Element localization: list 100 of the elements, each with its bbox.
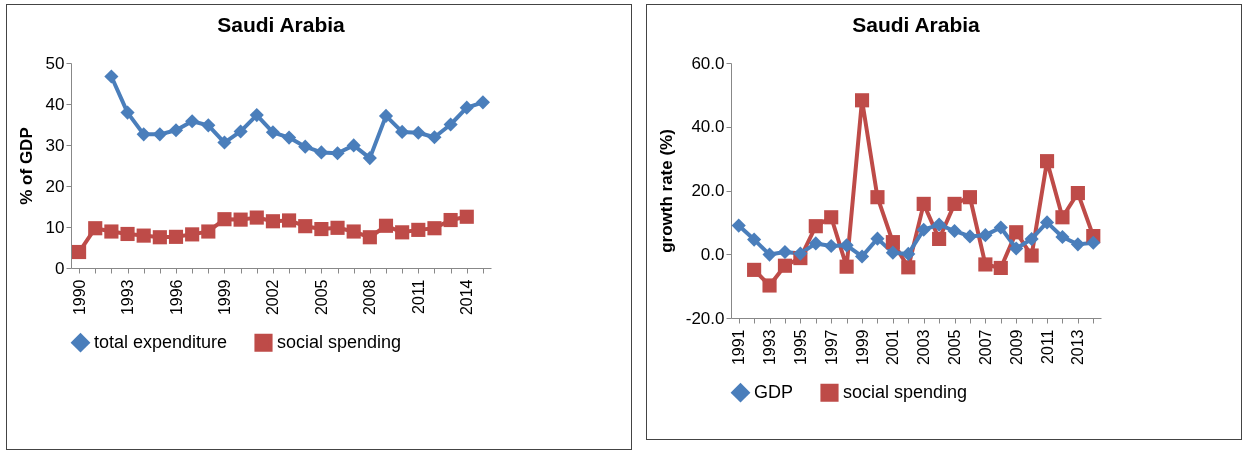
point xyxy=(793,246,808,261)
point xyxy=(201,224,216,239)
point xyxy=(932,231,947,247)
point xyxy=(978,257,993,272)
legend-label: GDP xyxy=(754,381,794,402)
x-tick-label: 1993 xyxy=(761,329,779,366)
x-tick-label: 1993 xyxy=(119,279,137,316)
point xyxy=(201,118,216,133)
point xyxy=(978,228,993,243)
point xyxy=(233,124,248,139)
point xyxy=(932,217,947,232)
point xyxy=(185,227,200,242)
point xyxy=(854,249,870,264)
y-tick-label: 0 xyxy=(55,258,65,278)
point xyxy=(72,244,87,260)
point xyxy=(168,229,184,244)
y-axis-title: growth rate (%) xyxy=(656,129,676,253)
point xyxy=(314,221,329,237)
x-tick-label: 2011 xyxy=(1038,329,1056,364)
point xyxy=(378,108,394,123)
point xyxy=(1039,215,1055,230)
y-tick-label: 40 xyxy=(45,94,65,114)
point xyxy=(136,228,151,243)
point xyxy=(346,224,361,239)
point xyxy=(395,225,410,240)
point xyxy=(1024,231,1039,247)
point xyxy=(411,222,426,237)
point xyxy=(885,245,900,260)
y-tick-label: -20.0 xyxy=(685,308,725,328)
point xyxy=(731,218,746,233)
point xyxy=(249,108,264,123)
point xyxy=(330,146,345,161)
point xyxy=(1024,248,1039,263)
point xyxy=(947,196,962,211)
point xyxy=(808,219,823,234)
y-tick-label: 20.0 xyxy=(691,181,725,200)
point xyxy=(962,229,978,244)
x-tick-label: 2013 xyxy=(1069,329,1087,366)
point xyxy=(839,238,854,253)
x-tick-label: 2005 xyxy=(946,329,964,366)
point xyxy=(120,105,135,120)
point xyxy=(762,247,777,262)
y-tick-label: 40.0 xyxy=(691,117,725,137)
point xyxy=(777,244,793,260)
point xyxy=(152,127,167,142)
y-tick-label: 20 xyxy=(45,176,65,196)
point xyxy=(1055,210,1070,225)
y-tick-label: 60.0 xyxy=(691,53,725,73)
point xyxy=(427,221,442,236)
point xyxy=(916,196,931,211)
y-tick-label: 0.0 xyxy=(700,244,725,264)
x-tick-label: 2001 xyxy=(884,329,902,366)
point xyxy=(824,238,839,254)
point xyxy=(993,220,1008,235)
point xyxy=(1009,241,1024,256)
legend-label: total expenditure xyxy=(94,331,228,352)
point xyxy=(185,114,200,129)
point xyxy=(88,221,103,236)
point xyxy=(362,230,377,245)
x-tick-label: 2003 xyxy=(915,329,933,366)
point xyxy=(282,213,297,228)
y-axis-title: % of GDP xyxy=(16,127,36,205)
point xyxy=(378,218,394,233)
point xyxy=(136,127,151,142)
x-tick-label: 2008 xyxy=(361,279,379,316)
point xyxy=(459,209,474,224)
point xyxy=(330,220,345,235)
x-tick-label: 1991 xyxy=(730,329,748,366)
point xyxy=(427,130,442,145)
point xyxy=(362,151,377,166)
point xyxy=(901,246,916,261)
point xyxy=(168,123,184,138)
y-tick-label: 30 xyxy=(45,135,65,155)
x-tick-label: 1999 xyxy=(853,329,871,366)
point xyxy=(1055,229,1070,245)
point xyxy=(854,93,870,108)
point xyxy=(233,212,248,227)
x-tick-label: 1997 xyxy=(822,329,840,366)
legend-label: social spending xyxy=(277,331,402,352)
x-tick-label: 1990 xyxy=(70,279,88,316)
x-tick-label: 2011 xyxy=(409,279,427,314)
x-tick-label: 2002 xyxy=(264,279,282,316)
y-tick-label: 10 xyxy=(45,217,65,237)
point xyxy=(870,231,885,246)
point xyxy=(839,259,854,274)
point xyxy=(947,223,962,239)
point xyxy=(962,190,978,205)
point xyxy=(459,100,474,115)
point xyxy=(411,125,426,140)
point xyxy=(475,95,490,110)
point xyxy=(395,124,410,139)
x-tick-label: 2005 xyxy=(312,279,330,316)
point xyxy=(1086,235,1101,250)
point xyxy=(808,236,823,251)
point xyxy=(777,258,793,273)
point xyxy=(314,145,329,160)
point xyxy=(901,260,916,275)
point xyxy=(1070,237,1085,252)
point xyxy=(217,135,232,150)
point xyxy=(443,117,458,132)
